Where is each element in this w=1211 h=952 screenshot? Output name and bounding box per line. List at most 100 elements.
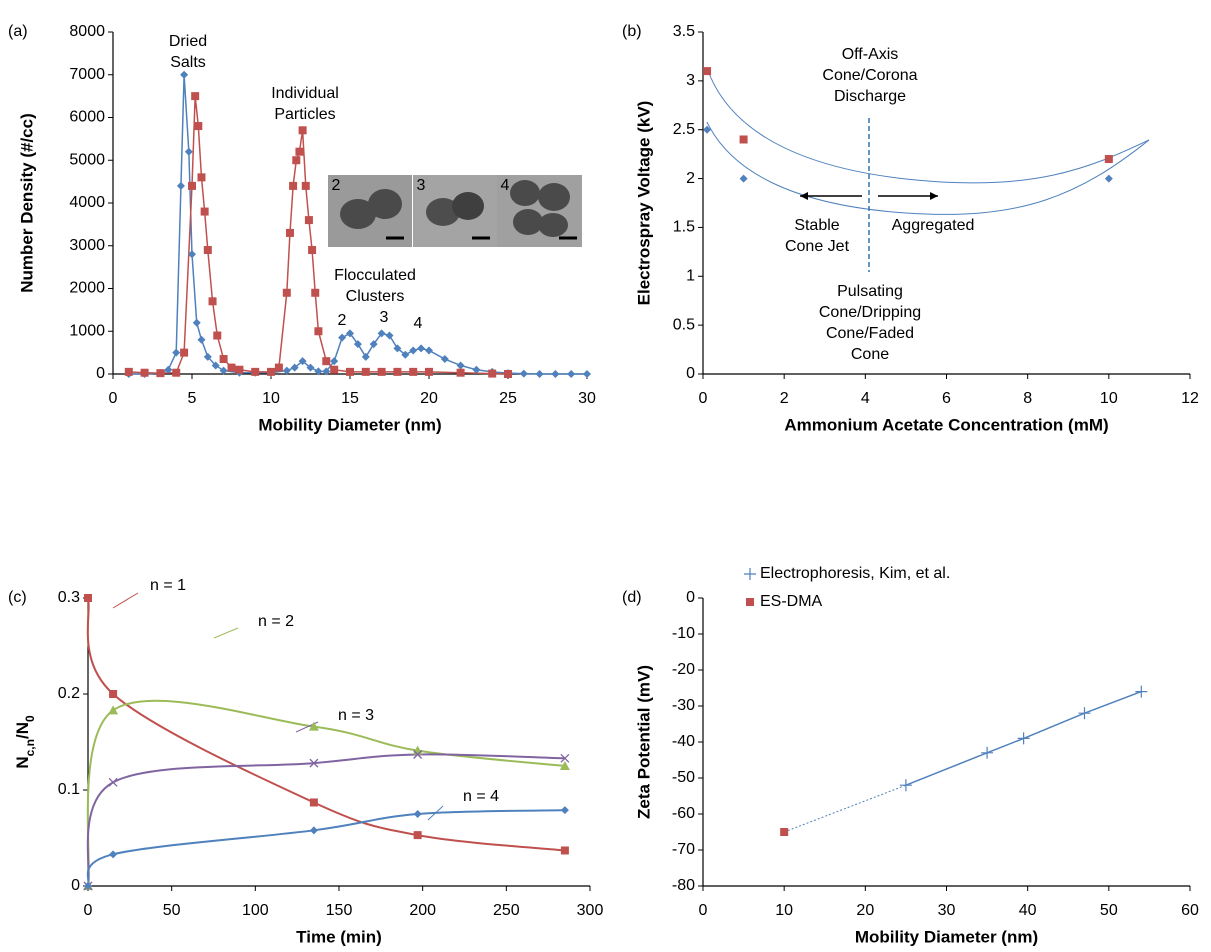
marker	[308, 246, 317, 255]
annotation: Cone/Dripping	[819, 304, 921, 321]
marker	[1135, 685, 1148, 698]
panel: (d) -80 -70 -60 -50 -40 -30 -20 -10 0 0 10 20 30 40 50 6…	[622, 565, 1199, 946]
marker	[295, 147, 304, 156]
annotation: Salts	[170, 54, 206, 71]
annotation: Off-Axis	[842, 46, 899, 63]
y-axis-label-part: c,n	[23, 739, 37, 756]
x-axis-label: Time (min)	[296, 927, 382, 946]
panel: (a) 0 1000 2000 3000 4000 5000 6000 7000 8000 0 5 10…	[8, 23, 596, 434]
x-tick-label: 0	[699, 902, 708, 919]
annotation: 2	[338, 312, 347, 329]
marker	[213, 331, 222, 340]
y-axis-label: Zeta Potential (mV)	[634, 665, 653, 819]
inset-label: 2	[332, 177, 341, 194]
marker	[456, 368, 465, 377]
marker	[361, 367, 370, 376]
y-tick-label: 1	[686, 268, 695, 285]
marker	[309, 798, 318, 807]
panel: (b) 0 0.5 1 1.5 2 2.5 3 3.5 0 2 4 6 8 10 12 Ammonium Ace…	[622, 23, 1199, 434]
marker	[314, 327, 323, 336]
x-tick-label: 2	[780, 390, 789, 407]
y-tick-label: 0.3	[58, 589, 80, 606]
marker	[981, 746, 994, 759]
marker	[440, 355, 449, 364]
inset-images	[328, 175, 582, 247]
marker	[124, 367, 133, 376]
particle	[340, 199, 376, 229]
y-tick-label: 2	[686, 170, 695, 187]
y-tick-label: 2.5	[673, 121, 695, 138]
marker	[346, 329, 354, 338]
marker	[322, 367, 331, 376]
marker	[409, 367, 418, 376]
series-line	[86, 753, 565, 887]
marker	[219, 366, 228, 375]
panel-label: (a)	[8, 23, 28, 40]
annotation: Individual	[271, 85, 339, 102]
x-tick-label: 30	[938, 902, 956, 919]
marker	[203, 246, 212, 255]
panel-label: (b)	[622, 23, 642, 40]
marker	[309, 826, 318, 835]
marker	[306, 363, 315, 372]
marker	[289, 181, 298, 190]
marker	[311, 288, 320, 297]
annotation: Stable	[794, 217, 839, 234]
marker	[1017, 732, 1030, 745]
annotation: Flocculated	[334, 267, 416, 284]
series-label: n = 1	[150, 577, 186, 594]
annotation: Particles	[274, 106, 335, 123]
marker	[274, 363, 283, 372]
legend-label: ES-DMA	[760, 593, 823, 610]
series-line	[86, 699, 566, 887]
y-tick-label: 0	[71, 877, 80, 894]
x-tick-label: 50	[163, 902, 181, 919]
y-tick-label: 0.1	[58, 781, 80, 798]
marker	[180, 70, 189, 79]
marker	[290, 363, 299, 372]
arrow-head	[800, 192, 808, 200]
annotation: Aggregated	[892, 217, 975, 234]
marker	[191, 92, 200, 101]
marker	[377, 367, 386, 376]
series-label: n = 4	[463, 788, 499, 805]
x-tick-label: 10	[1100, 390, 1118, 407]
series-line	[86, 809, 565, 887]
marker	[456, 361, 465, 370]
series-line	[86, 597, 566, 852]
y-tick-label: -40	[672, 733, 695, 750]
marker	[109, 690, 118, 698]
y-axis-label: Nc,n/N0	[13, 715, 37, 769]
y-tick-label: 5000	[69, 151, 105, 168]
marker	[488, 369, 497, 378]
marker	[298, 126, 307, 135]
x-tick-label: 0	[699, 390, 708, 407]
marker	[219, 355, 228, 364]
marker	[1078, 707, 1091, 720]
y-tick-label: -20	[672, 661, 695, 678]
marker	[308, 721, 319, 731]
inset-label: 3	[417, 177, 426, 194]
y-tick-label: -30	[672, 697, 695, 714]
marker	[385, 331, 394, 340]
marker	[361, 352, 370, 361]
y-tick-label: 7000	[69, 66, 105, 83]
marker	[504, 370, 512, 378]
marker	[301, 181, 310, 190]
x-tick-label: 60	[1181, 902, 1199, 919]
marker	[369, 340, 378, 349]
marker	[377, 329, 386, 338]
x-tick-label: 10	[775, 902, 793, 919]
annotation: Cone	[851, 346, 889, 363]
y-tick-label: 3	[686, 72, 695, 89]
particle	[368, 189, 402, 219]
annotation: Discharge	[834, 88, 906, 105]
series-label: n = 2	[258, 613, 294, 630]
marker	[780, 828, 789, 836]
x-tick-label: 0	[109, 390, 118, 407]
marker	[292, 156, 301, 165]
y-axis-label-part: /N	[13, 722, 32, 739]
marker	[413, 831, 422, 840]
marker	[197, 335, 206, 344]
annotation: Dried	[169, 33, 207, 50]
